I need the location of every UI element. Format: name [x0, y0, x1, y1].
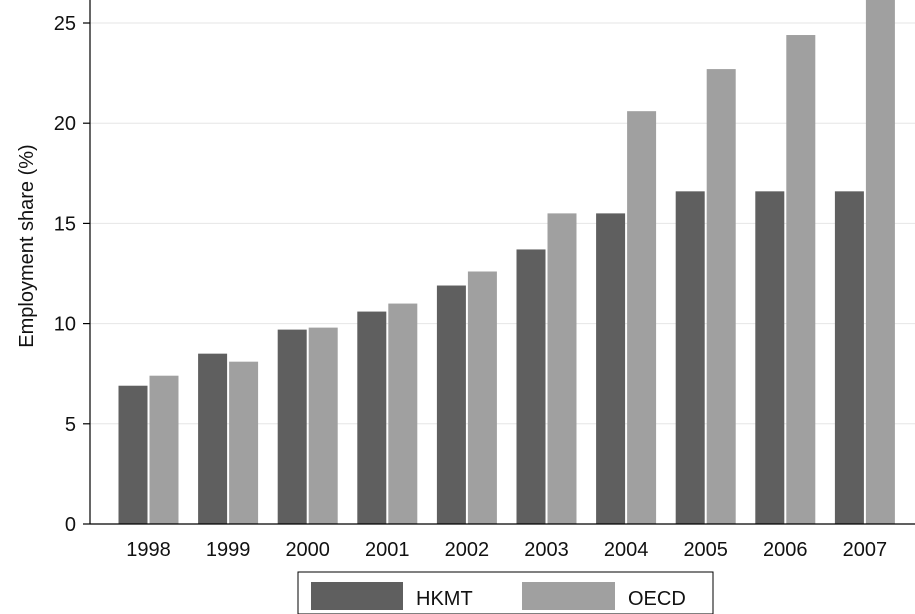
x-tick-label: 2002: [445, 539, 490, 561]
y-tick-label: 5: [65, 414, 76, 436]
bar-hkmt-2004: [596, 213, 626, 524]
legend-label-hkmt: HKMT: [416, 588, 473, 610]
bar-hkmt-2000: [277, 329, 307, 524]
y-axis: 0 5 10 15 20 25: [54, 13, 90, 536]
bar-oecd-1998: [149, 375, 179, 524]
y-tick-label: 10: [54, 314, 76, 336]
y-axis-title: Employment share (%): [16, 144, 38, 347]
legend-swatch-hkmt: [311, 582, 403, 610]
bar-oecd-2007: [865, 0, 895, 524]
bar-oecd-2002: [467, 271, 497, 524]
bar-hkmt-2006: [755, 191, 785, 524]
bar-hkmt-2007: [834, 191, 864, 524]
x-tick-label: 2000: [285, 539, 330, 561]
bar-hkmt-2003: [516, 249, 546, 524]
bar-hkmt-1998: [118, 385, 148, 524]
x-tick-label: 2004: [604, 539, 649, 561]
legend-swatch-oecd: [522, 582, 615, 610]
bar-hkmt-2005: [675, 191, 705, 524]
x-tick-label: 2001: [365, 539, 410, 561]
x-tick-label: 2007: [843, 539, 888, 561]
bar-hkmt-1999: [198, 353, 228, 524]
bar-oecd-2005: [706, 69, 736, 524]
bar-oecd-2001: [388, 303, 418, 524]
legend-label-oecd: OECD: [628, 588, 686, 610]
y-tick-label: 25: [54, 13, 76, 35]
x-axis: 1998 1999 2000 2001 2002 2003 2004 2005 2006 2007: [126, 539, 887, 561]
bar-oecd-2000: [308, 327, 338, 524]
x-tick-label: 2003: [524, 539, 569, 561]
y-tick-label: 15: [54, 213, 76, 235]
bar-hkmt-2001: [357, 311, 387, 524]
x-tick-label: 2005: [683, 539, 728, 561]
bar-oecd-2004: [627, 111, 657, 525]
y-tick-label: 20: [54, 113, 76, 135]
bars: [90, 0, 915, 525]
bar-hkmt-2002: [436, 285, 466, 524]
y-tick-label: 0: [65, 514, 76, 536]
x-tick-label: 1999: [206, 539, 251, 561]
x-tick-label: 2006: [763, 539, 808, 561]
bar-oecd-2006: [786, 35, 816, 525]
x-tick-label: 1998: [126, 539, 171, 561]
bar-oecd-1999: [229, 361, 259, 524]
legend: HKMT OECD: [297, 571, 714, 614]
bar-oecd-2003: [547, 213, 577, 524]
